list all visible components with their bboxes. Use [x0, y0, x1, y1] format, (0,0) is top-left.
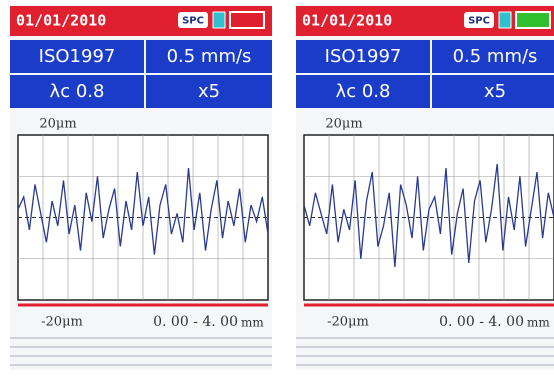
- info-text: x5: [484, 81, 506, 102]
- info-text: ISO1997: [39, 46, 116, 67]
- battery-icon: [516, 12, 550, 28]
- y-top-label: 20μm: [39, 117, 76, 132]
- device-screen: 01/01/2010 SPC ISO1997 0.5 mm/s λc 0.8 x5 20μm…: [10, 4, 272, 370]
- x-unit: mm: [241, 316, 264, 330]
- info-text: x5: [198, 81, 220, 102]
- x-range: 0. 00 - 4. 00: [439, 314, 524, 330]
- x-range: 0. 00 - 4. 00: [153, 314, 238, 330]
- y-bottom-label: -20μm: [41, 315, 83, 330]
- info-text: 0.5 mm/s: [167, 46, 252, 67]
- screens: 01/01/2010 SPC ISO1997 0.5 mm/s λc 0.8 x5 20μm…: [0, 0, 554, 373]
- battery-icon: [230, 12, 264, 28]
- date: 01/01/2010: [16, 12, 106, 30]
- info-text: ISO1997: [325, 46, 402, 67]
- date: 01/01/2010: [302, 12, 392, 30]
- card-icon: [213, 12, 225, 28]
- card-icon: [499, 12, 511, 28]
- y-top-label: 20μm: [325, 117, 362, 132]
- info-text: λc 0.8: [50, 81, 105, 102]
- info-text: 0.5 mm/s: [453, 46, 538, 67]
- device-screen: 01/01/2010 SPC ISO1997 0.5 mm/s λc 0.8 x5 20μm…: [296, 4, 554, 370]
- x-unit: mm: [527, 316, 550, 330]
- badge: SPC: [468, 16, 490, 27]
- info-text: λc 0.8: [336, 81, 391, 102]
- badge: SPC: [182, 16, 204, 27]
- y-bottom-label: -20μm: [327, 315, 369, 330]
- page: {"screens": [ {"date": "01/01/2010", "ba…: [0, 0, 554, 373]
